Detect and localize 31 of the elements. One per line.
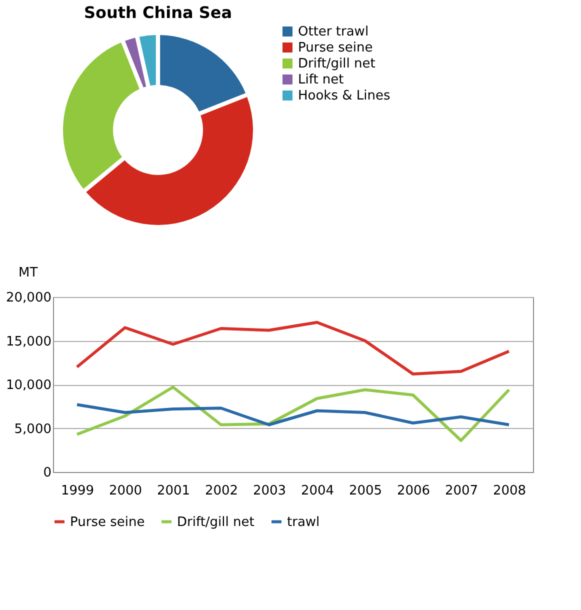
y-tick-label: 10,000: [6, 378, 52, 393]
x-tick-label: 1999: [60, 484, 94, 498]
y-tick-label: 5,000: [14, 422, 52, 437]
x-tick-label: 2003: [252, 484, 286, 498]
legend-label: Hooks & Lines: [298, 88, 390, 104]
legend-label: trawl: [287, 514, 320, 530]
y-axis-title: MT: [18, 266, 38, 280]
donut-slice: [160, 35, 246, 112]
donut-slice: [86, 96, 253, 225]
legend-label: Drift/gill net: [177, 514, 254, 530]
legend-label: Purse seine: [70, 514, 145, 530]
x-tick-label: 2002: [204, 484, 238, 498]
line-series: [76, 403, 510, 426]
y-tick-label: 15,000: [6, 334, 52, 350]
y-tick-label: 20,000: [6, 290, 52, 306]
x-tick-label: 2006: [396, 484, 430, 498]
x-tick-label: 2000: [108, 484, 142, 498]
chart-title: South China Sea: [84, 3, 232, 22]
y-tick-label: 0: [43, 466, 52, 480]
donut-slice: [63, 42, 140, 189]
legend-label: Drift/gill net: [298, 56, 376, 72]
legend-label: Purse seine: [298, 40, 373, 56]
x-tick-label: 2001: [156, 484, 190, 498]
legend-label: Otter trawl: [298, 24, 369, 40]
x-tick-label: 2004: [300, 484, 334, 498]
x-tick-label: 2008: [492, 484, 526, 498]
line-series: [76, 386, 510, 442]
x-tick-label: 2005: [348, 484, 382, 498]
line-series: [76, 320, 510, 376]
x-tick-label: 2007: [444, 484, 478, 498]
legend-label: Lift net: [298, 72, 344, 88]
